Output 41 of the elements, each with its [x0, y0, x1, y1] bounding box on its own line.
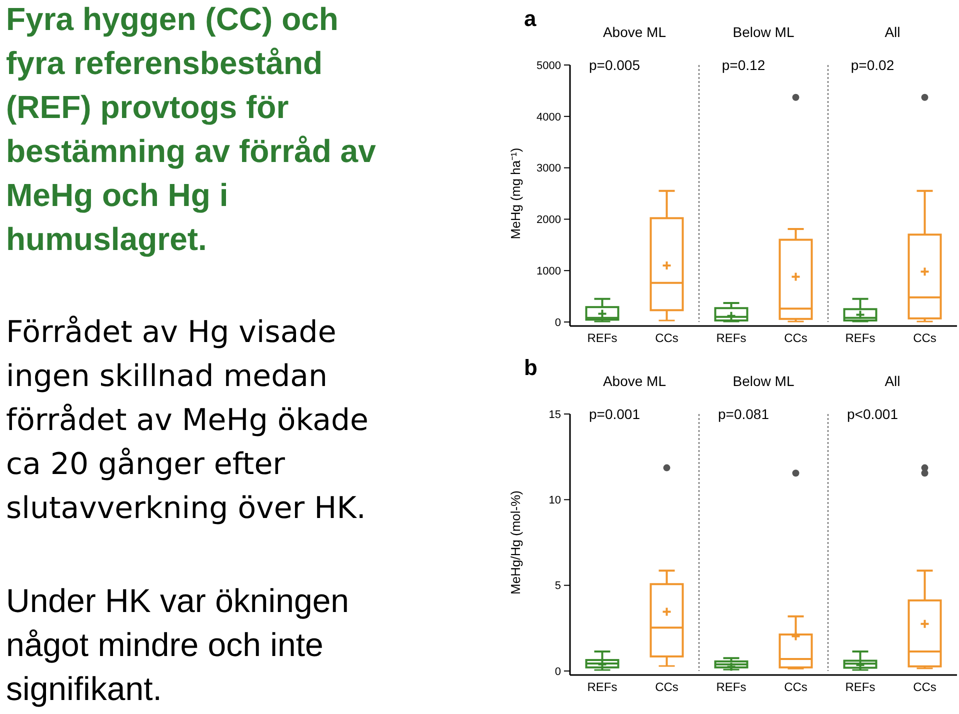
y-axis-title: MeHg/Hg (mol-%) — [508, 490, 523, 595]
x-tick-label: CCs — [655, 680, 678, 694]
x-tick-label: REFs — [716, 680, 746, 694]
x-tick-label: CCs — [913, 331, 936, 345]
annotation: p<0.001 — [847, 406, 898, 422]
y-tick-label: 0 — [554, 666, 561, 678]
annotation: p=0.001 — [589, 406, 640, 422]
annotation: p=0.081 — [718, 406, 770, 422]
chart-title: b — [524, 355, 538, 380]
x-tick-label: CCs — [655, 331, 678, 345]
x-tick-label: CCs — [913, 680, 936, 694]
text: All — [884, 24, 900, 40]
y-tick-label: 5000 — [536, 60, 561, 72]
text: Fyra hyggen (CC) och fyra referensbestånd (REF) provtogs för bestämning av förråd av MeHg och Hg i humuslagret. — [6, 1, 376, 257]
annotation: p=0.005 — [589, 57, 640, 73]
text: Below ML — [732, 373, 794, 389]
text: All — [884, 373, 900, 389]
chart-title: a — [524, 6, 537, 31]
text: Förrådet av Hg visade ingen skillnad medan förrådet av MeHg ökade ca 20 gånger efter slutavverkning över HK. — [6, 315, 368, 526]
y-tick-label: 3000 — [536, 162, 561, 175]
x-tick-label: REFs — [587, 331, 618, 345]
y-tick-label: 15 — [548, 408, 561, 421]
text: Below ML — [732, 24, 794, 40]
x-tick-label: CCs — [784, 331, 808, 345]
y-tick-label: 0 — [554, 316, 561, 329]
y-tick-label: 1000 — [536, 265, 561, 278]
text: Above ML — [602, 24, 666, 40]
text: Above ML — [602, 373, 666, 389]
annotation: p=0.02 — [850, 57, 894, 73]
y-tick-label: 4000 — [536, 111, 561, 124]
x-tick-label: REFs — [716, 331, 746, 345]
x-tick-label: REFs — [845, 680, 876, 694]
y-tick-label: 2000 — [536, 214, 561, 226]
y-tick-label: 10 — [548, 494, 561, 507]
x-tick-label: REFs — [587, 680, 618, 694]
y-tick-label: 5 — [554, 580, 561, 592]
y-axis-title: MeHg (mg ha⁻¹) — [508, 148, 523, 240]
annotation: p=0.12 — [722, 57, 766, 73]
x-tick-label: CCs — [784, 680, 808, 694]
x-tick-label: REFs — [845, 331, 876, 345]
text: Under HK var ökningen något mindre och inte signifikant. — [6, 582, 350, 707]
